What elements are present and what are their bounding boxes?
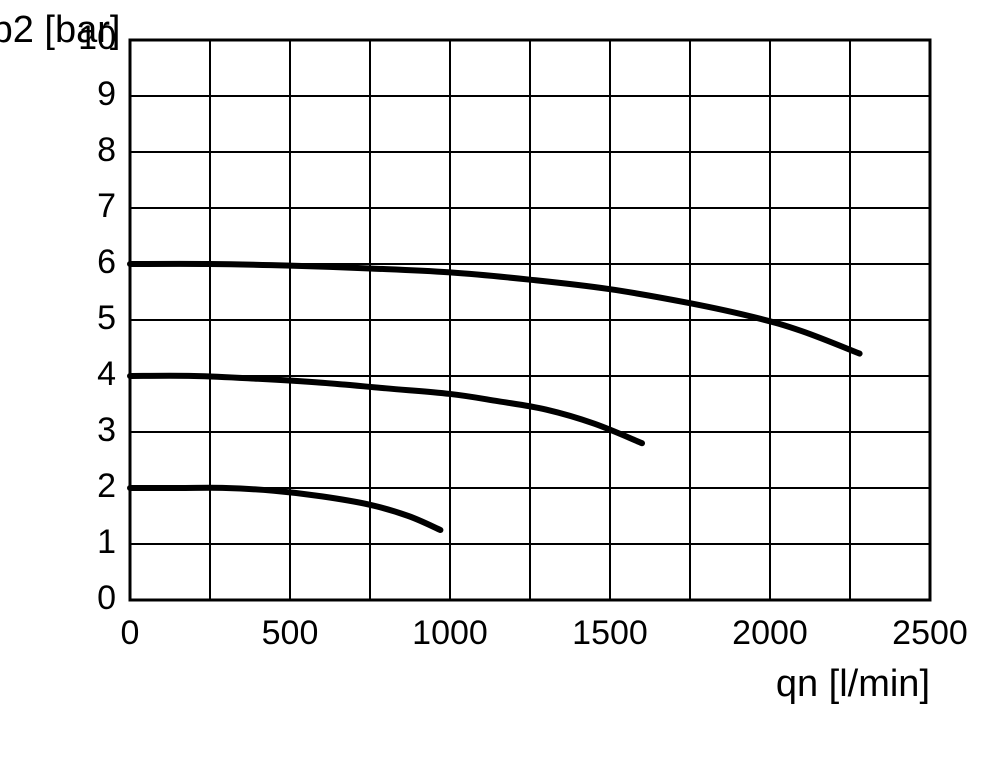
y-tick-5: 5	[97, 299, 116, 337]
y-tick-7: 7	[97, 187, 116, 225]
x-tick-2500: 2500	[892, 614, 968, 652]
x-tick-0: 0	[121, 614, 140, 652]
x-tick-1500: 1500	[572, 614, 648, 652]
chart-svg: 01234567891005001000150020002500p2 [bar]…	[0, 0, 1000, 764]
y-tick-1: 1	[97, 523, 116, 561]
y-tick-6: 6	[97, 243, 116, 281]
pressure-flow-chart: 01234567891005001000150020002500p2 [bar]…	[0, 0, 1000, 764]
x-tick-1000: 1000	[412, 614, 488, 652]
y-tick-9: 9	[97, 75, 116, 113]
y-tick-8: 8	[97, 131, 116, 169]
y-tick-4: 4	[97, 355, 116, 393]
x-tick-500: 500	[262, 614, 319, 652]
y-tick-3: 3	[97, 411, 116, 449]
x-tick-2000: 2000	[732, 614, 808, 652]
y-tick-0: 0	[97, 579, 116, 617]
x-axis-label: qn [l/min]	[776, 663, 930, 705]
y-tick-2: 2	[97, 467, 116, 505]
y-axis-label: p2 [bar]	[0, 9, 120, 51]
